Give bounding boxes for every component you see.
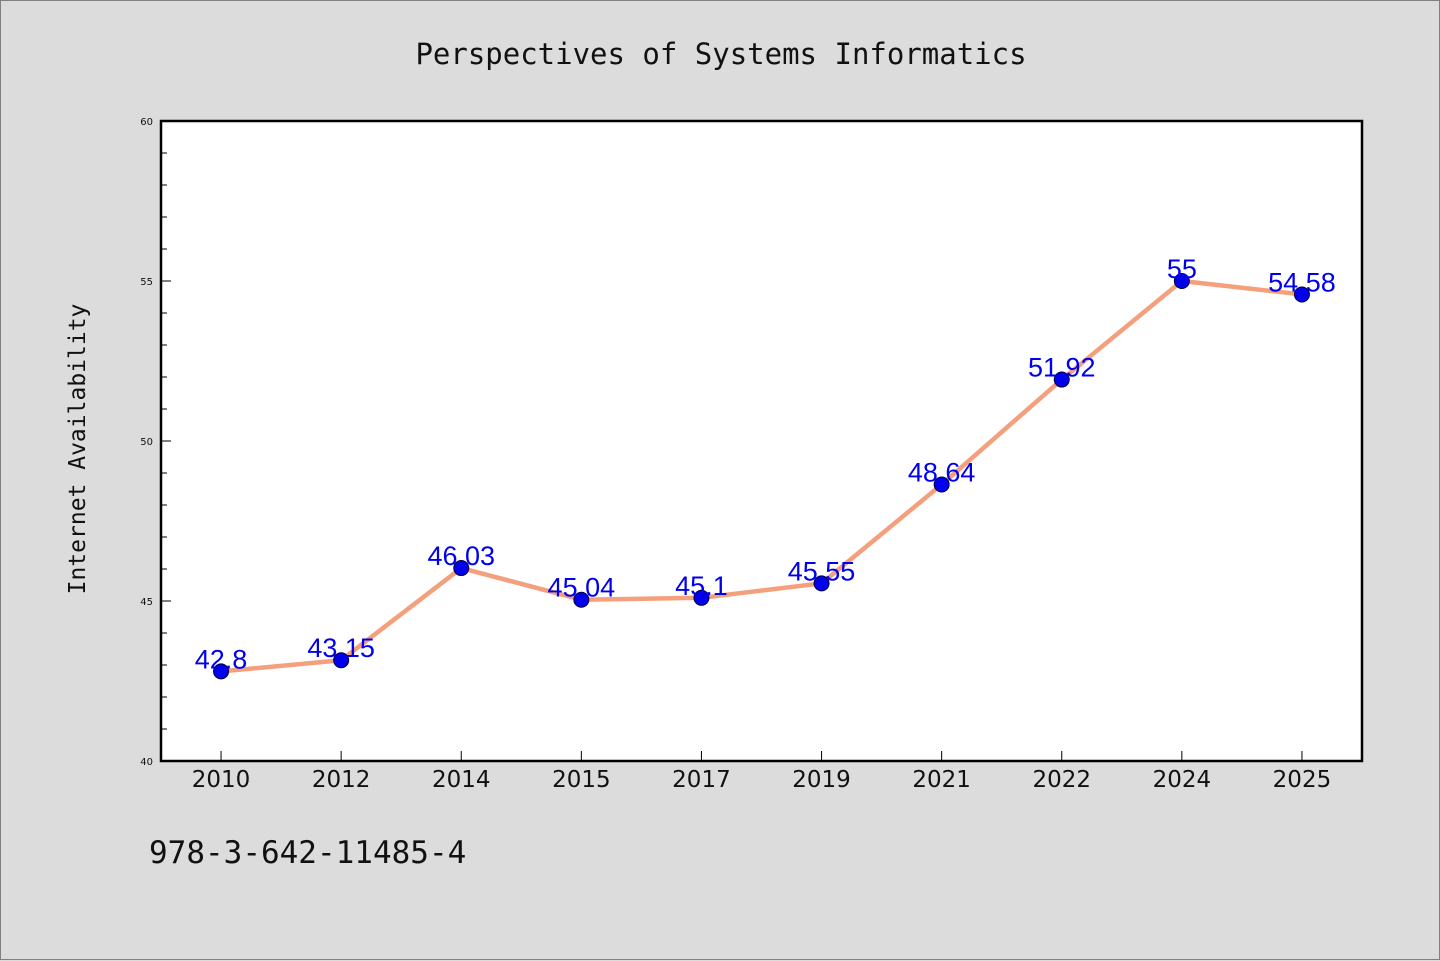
x-tick-label: 2022: [1032, 767, 1091, 793]
data-point: [693, 589, 710, 606]
x-tick-label: 2012: [312, 767, 371, 793]
x-tick-label: 2014: [432, 767, 491, 793]
x-tick-label: 2025: [1273, 767, 1332, 793]
x-tick-label: 2015: [552, 767, 611, 793]
x-tick-label: 2019: [792, 767, 851, 793]
axes: 40 45 50 55 60 2010 2012 2014 2015 2017 2019 2021 20…: [140, 117, 1331, 793]
data-label-layer: 42.8 43.15 46.03 45.04 45.1 45.55 48.64 51.92 55…: [195, 254, 1336, 674]
data-label: 48.64: [908, 458, 976, 488]
x-tick-label: 2021: [912, 767, 971, 793]
y-tick-label: 40: [140, 757, 153, 768]
data-point: [333, 652, 350, 669]
data-label: 45.55: [788, 556, 856, 586]
x-tick-label: 2010: [192, 767, 251, 793]
y-tick-label: 50: [140, 437, 153, 448]
data-label: 51.92: [1028, 353, 1096, 383]
y-tick-label: 55: [140, 277, 153, 288]
x-tick-label: 2017: [672, 767, 731, 793]
data-label: 45.1: [675, 571, 728, 601]
data-point: [573, 591, 590, 608]
data-label: 45.04: [548, 573, 616, 603]
chart-title: Perspectives of Systems Informatics: [415, 37, 1026, 71]
plot-area: [159, 119, 1364, 763]
data-label: 42.8: [195, 644, 248, 674]
data-label: 54.58: [1268, 267, 1336, 297]
series-line: [218, 278, 1305, 674]
data-point: [1293, 286, 1310, 303]
series-layer: [213, 273, 1310, 680]
data-label: 43.15: [307, 633, 375, 663]
data-label: 46.03: [427, 541, 495, 571]
data-label: 55: [1167, 254, 1197, 284]
data-point: [213, 663, 230, 680]
data-point: [453, 560, 470, 577]
data-point: [1173, 273, 1190, 289]
x-tick-label: 2024: [1153, 767, 1212, 793]
y-tick-label: 60: [140, 117, 153, 128]
data-point: [933, 476, 950, 493]
y-tick-label: 45: [140, 597, 153, 608]
data-point: [1053, 371, 1070, 388]
isbn-text: 978-3-642-11485-4: [149, 835, 467, 871]
y-axis-label: Internet Availability: [65, 304, 91, 595]
data-point: [813, 575, 830, 592]
